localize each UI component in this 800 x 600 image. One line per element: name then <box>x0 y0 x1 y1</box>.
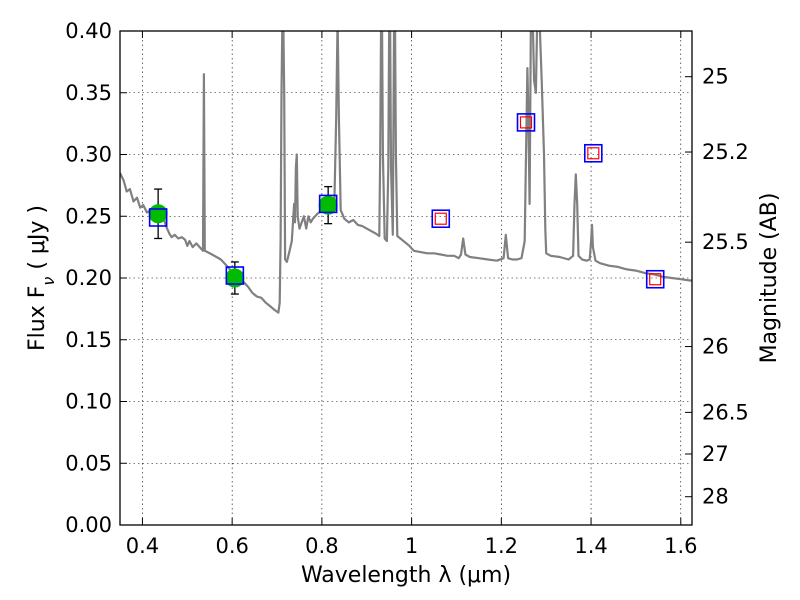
photometry-markers <box>148 113 665 295</box>
model-spectrum-series <box>120 31 692 314</box>
axis-ticks: 0.4 0.6 0.8 1 1.2 1.4 1.6 0.00 0.05 0.10 0.15 0.20 0… <box>65 19 749 558</box>
y-tick-label: 0.20 <box>65 266 112 290</box>
x-tick-label: 1.4 <box>574 534 607 558</box>
model-photometry-point <box>431 209 451 229</box>
y-axis-label-unit: ( μJy ) <box>25 205 50 277</box>
y-axis-label-main: Flux F <box>25 286 50 351</box>
model-photometry-point <box>584 143 603 163</box>
model-photometry-point <box>225 266 245 285</box>
x-axis-label: Wavelength λ (μm) <box>301 563 511 588</box>
right-axis-tick-label: 25 <box>702 65 729 89</box>
right-axis-tick-label: 26 <box>702 335 729 359</box>
y-tick-label: 0.30 <box>65 143 112 167</box>
predicted-point <box>587 147 600 160</box>
y-axis-label: Flux Fν ( μJy ) <box>25 205 58 351</box>
y-tick-label: 0.00 <box>65 513 112 537</box>
right-axis-tick-label: 28 <box>702 485 729 509</box>
y-tick-label: 0.15 <box>65 328 112 352</box>
right-axis-tick-label: 25.5 <box>702 230 749 254</box>
x-tick-label: 1 <box>405 534 418 558</box>
model-photometry-point <box>516 113 536 132</box>
model-photometry-point <box>318 194 338 214</box>
y-tick-label: 0.40 <box>65 19 112 43</box>
model-photometry-point <box>645 269 665 289</box>
right-axis-label: Magnitude (AB) <box>757 193 782 364</box>
y-tick-label: 0.10 <box>65 390 112 414</box>
y-axis-label-subscript: ν <box>39 277 58 286</box>
y-tick-label: 0.25 <box>65 204 112 228</box>
model-photometry-point <box>148 208 168 227</box>
x-tick-label: 1.2 <box>485 534 518 558</box>
y-tick-label: 0.35 <box>65 81 112 105</box>
right-axis-tick-label: 25.2 <box>702 140 749 164</box>
model-spectrum-line <box>120 31 692 314</box>
right-axis-tick-label: 27 <box>702 442 729 466</box>
observed-point <box>318 195 338 215</box>
predicted-point <box>519 116 533 129</box>
x-tick-label: 1.6 <box>664 534 697 558</box>
predicted-point <box>434 212 447 225</box>
x-tick-label: 0.8 <box>305 534 338 558</box>
x-tick-label: 0.4 <box>126 534 159 558</box>
predicted-point <box>649 273 662 286</box>
observed-point <box>148 204 168 224</box>
y-tick-label: 0.05 <box>65 451 112 475</box>
right-axis-tick-label: 26.5 <box>702 400 749 424</box>
x-tick-label: 0.6 <box>215 534 248 558</box>
